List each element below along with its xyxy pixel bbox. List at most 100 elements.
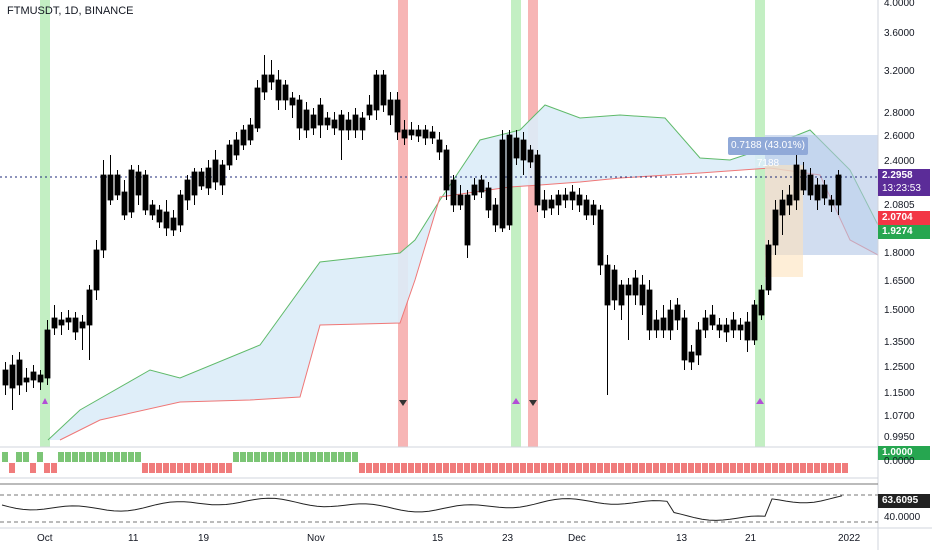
candle-body [30, 371, 37, 381]
candle-body [121, 191, 128, 216]
candle-body [660, 317, 667, 331]
candle-body [450, 179, 457, 206]
bear-signal-block [506, 463, 512, 473]
bear-signal-block [828, 463, 834, 473]
bear-signal-block [842, 463, 848, 473]
candle-body [254, 87, 261, 129]
bear-signal-block [527, 463, 533, 473]
bull-signal-block [107, 452, 113, 462]
bear-signal-block [163, 463, 169, 473]
candle-body [716, 324, 723, 331]
time-axis-label: 23 [502, 533, 514, 544]
bear-signal-block [779, 463, 785, 473]
candle-body [156, 209, 163, 223]
bull-signal-block [296, 452, 302, 462]
red-level-tag: 2.0704 [878, 211, 930, 225]
bear-signal-block [562, 463, 568, 473]
candle-body [170, 217, 177, 231]
bear-signal-block [695, 463, 701, 473]
bull-signal-block [79, 452, 85, 462]
candle-body [478, 179, 485, 193]
candle-body [191, 171, 198, 196]
candle-body [282, 84, 289, 101]
candle-body [709, 314, 716, 326]
candle-body [149, 204, 156, 216]
candle-body [786, 194, 793, 206]
bear-signal-block [513, 463, 519, 473]
bear-signal-block [422, 463, 428, 473]
bear-signal-block [191, 463, 197, 473]
bear-signal-block [590, 463, 596, 473]
bear-signal-block [401, 463, 407, 473]
bear-signal-block [44, 463, 50, 473]
bear-signal-block [9, 463, 15, 473]
bear-signal-block [373, 463, 379, 473]
candle-body [772, 209, 779, 246]
bear-signal-block [450, 463, 456, 473]
bull-signal-block [86, 452, 92, 462]
symbol-title[interactable]: FTMUSDT, 1D, BINANCE [7, 5, 134, 17]
bear-signal-block [709, 463, 715, 473]
time-axis-label: 13 [676, 533, 688, 544]
candle-body [499, 139, 506, 229]
candle-body [814, 184, 821, 201]
candle-body [730, 319, 737, 331]
bear-signal-block [380, 463, 386, 473]
candle-body [527, 149, 534, 163]
candle-body [653, 319, 660, 331]
candle-body [611, 269, 618, 301]
bull-signal-block [58, 452, 64, 462]
candle-body [534, 154, 541, 206]
bull-signal-block [254, 452, 260, 462]
candle-body [58, 319, 65, 326]
candle-body [114, 174, 121, 196]
bear-signal-block [632, 463, 638, 473]
bear-signal-block [520, 463, 526, 473]
price-axis-label: 2.4000 [884, 156, 915, 167]
price-axis-label: 3.2000 [884, 66, 915, 77]
bear-signal-block [415, 463, 421, 473]
candle-body [800, 169, 807, 191]
bear-signal-block [387, 463, 393, 473]
bear-signal-block [142, 463, 148, 473]
bear-signal-block [436, 463, 442, 473]
candle-body [212, 159, 219, 183]
price-axis-label: 1.8000 [884, 248, 915, 259]
bull-signal-block [331, 452, 337, 462]
price-axis-label: 1.6500 [884, 276, 915, 287]
price-axis-label: 0.9950 [884, 432, 915, 443]
candle-body [37, 374, 44, 383]
candle-body [835, 174, 842, 206]
bear-signal-block [653, 463, 659, 473]
bear-signal-block [555, 463, 561, 473]
bull-signal-block [65, 452, 71, 462]
buy-arrow-icon [42, 398, 48, 404]
bear-signal-block [51, 463, 57, 473]
candle-body [765, 244, 772, 291]
candle-body [625, 284, 632, 296]
candle-body [338, 114, 345, 131]
bull-signal-block [352, 452, 358, 462]
price-axis-label: 1.2500 [884, 362, 915, 373]
bear-signal-block [478, 463, 484, 473]
bear-signal-block [30, 463, 36, 473]
bear-signal-block [737, 463, 743, 473]
candle-body [821, 184, 828, 199]
candle-body [394, 99, 401, 133]
candle-body [506, 134, 513, 226]
candle-body [436, 139, 443, 153]
measure-tooltip: 0.7188 (43.01%) 7188 [728, 137, 808, 169]
candle-body [128, 169, 135, 213]
sell-signal-band [398, 0, 408, 447]
bull-signal-block [2, 452, 8, 462]
candle-body [310, 114, 317, 129]
bear-signal-block [471, 463, 477, 473]
candle-body [646, 289, 653, 331]
bear-signal-block [646, 463, 652, 473]
price-axis-label: 2.8000 [884, 108, 915, 119]
price-axis-label: 4.0000 [884, 0, 915, 9]
bear-signal-block [597, 463, 603, 473]
bull-signal-block [233, 452, 239, 462]
buy-signal-band [755, 0, 765, 447]
